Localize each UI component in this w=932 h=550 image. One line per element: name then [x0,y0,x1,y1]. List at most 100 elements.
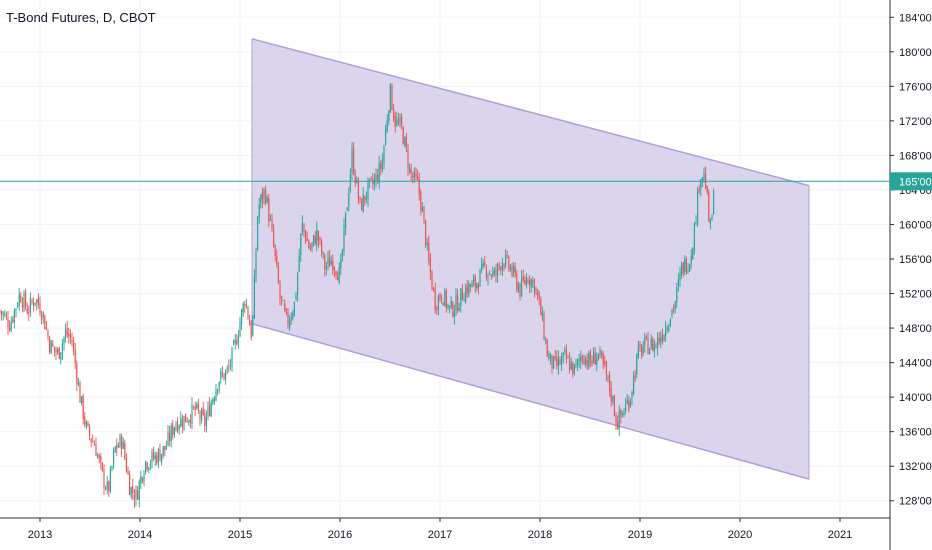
candle-body [589,351,591,363]
candle-body [122,441,124,449]
candle-body [546,340,548,357]
candle-body [207,406,209,416]
candle-body [300,233,302,256]
candle-body [498,264,500,267]
candle-body [84,416,86,425]
candle-body [279,283,281,299]
candle-body [413,170,415,177]
candle-body [537,289,539,296]
candle-body [17,305,19,307]
candle-body [473,279,475,282]
candle-body [276,255,278,265]
candle-body [282,300,284,302]
candle-body [679,272,681,281]
candle-body [577,359,579,366]
candle-body [42,312,44,318]
candle-body [521,277,523,297]
candle-body [689,264,691,271]
candle-body [245,304,247,306]
candle-body [309,247,311,250]
candle-body [229,364,231,366]
candle-body [412,175,414,178]
candle-body [188,420,190,423]
candle-body [493,269,495,274]
candle-body [125,457,127,472]
candle-body [265,189,267,203]
candle-body [644,337,646,346]
candle-body [468,283,470,296]
candle-body [346,207,348,211]
candle-body [266,197,268,203]
last-price-label: 165'00 [899,176,932,188]
candle-body [29,298,31,312]
candle-body [330,260,332,265]
candle-body [301,222,303,233]
candle-body [63,337,65,344]
candle-body [106,481,108,489]
candle-body [293,301,295,315]
candle-body [119,435,121,447]
candle-body [322,252,324,254]
candle-body [527,279,529,283]
candle-body [97,455,99,458]
channel-lower-line [251,323,810,480]
y-tick-label: 140'00 [899,392,932,404]
candle-body [637,345,639,357]
candle-body [277,265,279,283]
candle-body [681,264,683,275]
candle-body [321,240,323,254]
y-tick-label: 128'00 [899,496,932,508]
candle-body [453,311,455,318]
candle-body [671,309,673,317]
candle-body [609,374,611,391]
price-candles [0,83,715,509]
candle-body [423,206,425,219]
candle-body [541,312,543,318]
candle-body [258,204,260,218]
candle-body [665,327,667,337]
channel-fill [252,38,809,480]
candle-body [85,422,87,427]
candle-body [525,277,527,286]
candle-body [9,327,11,331]
y-tick-label: 136'00 [899,427,932,439]
candle-body [477,285,479,289]
candle-body [73,342,75,350]
candle-body [335,271,337,276]
candle-body [249,319,251,326]
candle-body [628,401,630,410]
candle-body [599,349,601,356]
candle-body [0,310,1,312]
candle-body [636,354,638,375]
candle-body [509,266,511,270]
candle-body [81,396,83,403]
candle-body [162,446,164,455]
candle-body [441,297,443,301]
y-tick-label: 144'00 [899,358,932,370]
candle-body [698,189,700,191]
candle-body [532,280,534,282]
candle-body [506,254,508,256]
last-price-marker: 165'00 [0,172,932,191]
candle-body [450,300,452,308]
channel-upper-line [251,38,810,187]
candle-body [161,453,163,462]
candle-body [567,357,569,359]
candle-body [492,271,494,277]
candle-body [209,404,211,416]
candle-body [93,443,95,446]
candle-body [7,318,9,328]
candle-body [361,198,363,211]
candle-body [437,296,439,311]
candle-body [709,219,711,225]
candle-body [613,396,615,416]
candle-body [426,242,428,245]
candle-body [306,239,308,242]
last-price-badge [890,172,932,191]
candle-body [415,173,417,177]
candle-body [418,178,420,194]
candle-body [519,283,521,296]
candle-body [569,358,571,371]
candle-body [69,333,71,338]
